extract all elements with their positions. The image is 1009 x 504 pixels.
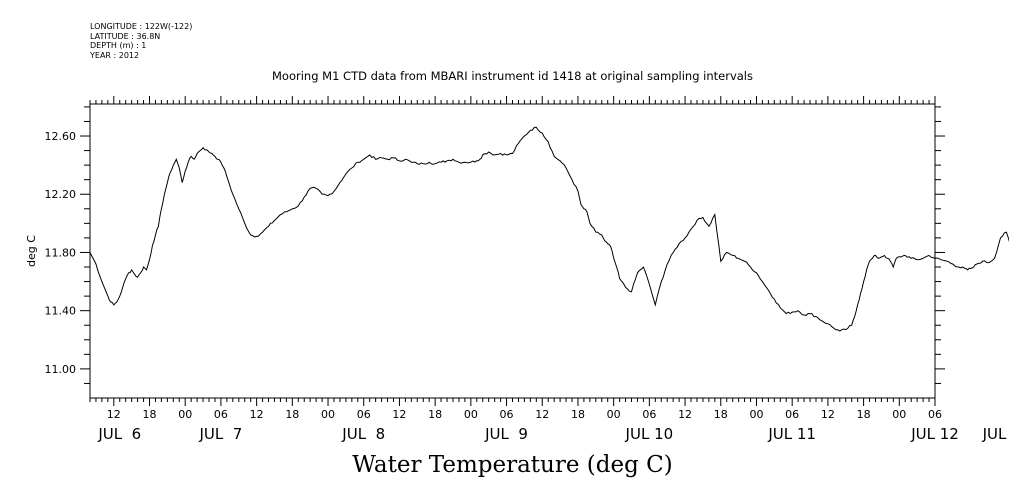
x-tick-label: 12	[392, 408, 406, 421]
x-tick-label: 00	[892, 408, 906, 421]
y-axis-label: deg C	[25, 235, 38, 267]
x-tick-label: 18	[571, 408, 585, 421]
x-day-label: JUL 6	[97, 425, 141, 443]
y-tick-label: 12.20	[45, 188, 77, 201]
longitude-text: LONGITUDE : 122W(-122)	[90, 22, 193, 31]
year-text: YEAR : 2012	[90, 50, 140, 60]
x-tick-label: 00	[178, 408, 192, 421]
x-tick-label: 12	[678, 408, 692, 421]
y-tick-label: 12.60	[45, 130, 77, 143]
x-tick-label: 06	[785, 408, 799, 421]
x-tick-label: 00	[749, 408, 763, 421]
x-tick-label: 18	[143, 408, 157, 421]
x-tick-label: 12	[535, 408, 549, 421]
x-tick-label: 12	[250, 408, 264, 421]
latitude-text: LATITUDE : 36.8N	[90, 31, 161, 41]
x-axis: 12 18 00 06 12 18 00 06 12 18 00 06 12 18 00 06 12 18 00 06…	[89, 96, 1009, 443]
x-tick-label: 18	[428, 408, 442, 421]
y-tick-label: 11.80	[45, 246, 77, 259]
x-day-label: JUL 10	[625, 425, 674, 443]
y-tick-label: 11.40	[45, 305, 77, 318]
plot-frame	[89, 103, 936, 399]
x-day-label: JUL 13	[982, 425, 1009, 443]
depth-text: DEPTH (m) : 1	[90, 41, 147, 51]
x-tick-label: 06	[500, 408, 514, 421]
x-tick-label: 18	[857, 408, 871, 421]
x-axis-title: Water Temperature (deg C)	[352, 452, 673, 478]
series-line	[89, 126, 1009, 332]
x-tick-label: 06	[642, 408, 656, 421]
x-day-label: JUL 9	[484, 425, 528, 443]
x-tick-label: 18	[285, 408, 299, 421]
y-axis: 11.00 11.40 11.80 12.20 12.60	[45, 106, 945, 384]
y-tick-label: 11.00	[45, 363, 77, 376]
x-day-label: JUL 12	[910, 425, 959, 443]
x-tick-label: 00	[464, 408, 478, 421]
x-tick-label: 12	[821, 408, 835, 421]
x-tick-label: 12	[107, 408, 121, 421]
x-tick-label: 00	[321, 408, 335, 421]
x-day-label: JUL 8	[341, 425, 385, 443]
x-tick-label: 06	[357, 408, 371, 421]
x-day-label: JUL 11	[767, 425, 816, 443]
x-tick-label: 18	[714, 408, 728, 421]
location-info: LONGITUDE : 122W(-122) LATITUDE : 36.8N …	[90, 22, 192, 60]
x-tick-label: 00	[607, 408, 621, 421]
x-tick-label: 06	[928, 408, 942, 421]
chart-title: Mooring M1 CTD data from MBARI instrumen…	[272, 69, 753, 83]
x-day-label: JUL 7	[198, 425, 242, 443]
x-tick-label: 06	[214, 408, 228, 421]
